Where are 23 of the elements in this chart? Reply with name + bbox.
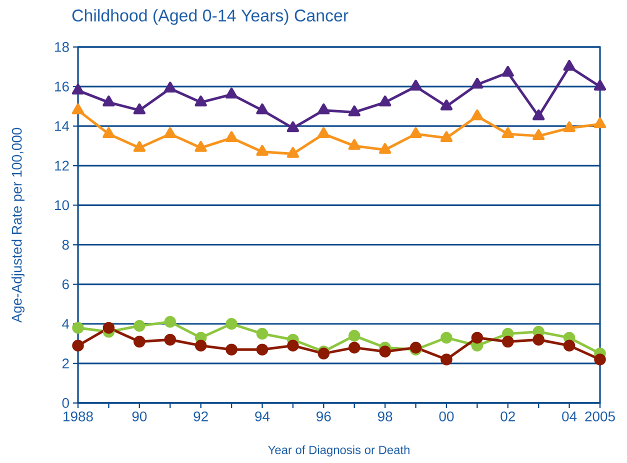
x-tick-label: 96 xyxy=(316,411,331,422)
x-tick-label: 94 xyxy=(255,411,270,422)
y-tick-label: 18 xyxy=(55,42,69,52)
x-tick-label: 1988 xyxy=(64,411,93,422)
y-tick-label: 8 xyxy=(62,240,69,250)
y-tick-label: 16 xyxy=(55,82,69,92)
y-tick-label: 4 xyxy=(62,319,70,329)
y-tick-label: 10 xyxy=(55,200,69,210)
y-axis-title: Age-Adjusted Rate per 100,000 xyxy=(12,128,25,323)
y-tick-label: 14 xyxy=(55,121,70,131)
x-tick-label: 00 xyxy=(439,411,454,422)
y-tick-label: 0 xyxy=(62,398,69,408)
x-tick-label: 2005 xyxy=(585,411,615,422)
y-tick-label: 6 xyxy=(62,279,69,290)
chart-title: Childhood (Aged 0-14 Years) Cancer xyxy=(72,9,348,25)
y-tick-label: 2 xyxy=(62,358,69,368)
x-tick-label: 98 xyxy=(378,411,392,422)
y-tick-label: 12 xyxy=(55,160,69,171)
x-tick-label: 90 xyxy=(132,411,147,422)
x-axis-title: Year of Diagnosis or Death xyxy=(268,445,410,457)
x-tick-label: 04 xyxy=(562,411,577,422)
x-tick-label: 92 xyxy=(194,411,208,422)
x-tick-label: 02 xyxy=(500,411,515,422)
